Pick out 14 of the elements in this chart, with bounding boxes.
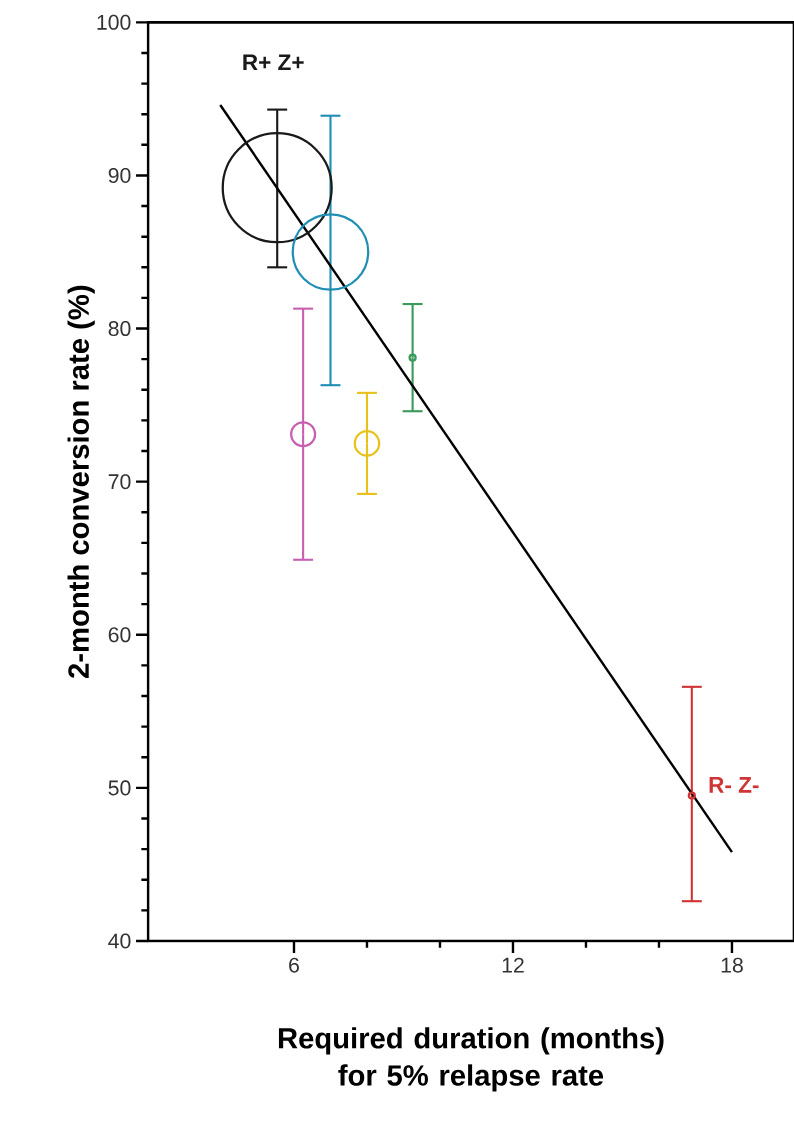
annotation: R+ Z+ <box>243 54 304 71</box>
x-tick-label: 6 <box>289 957 299 973</box>
x-axis-title: Required duration (months) for 5% relapse rate <box>278 1027 664 1092</box>
x-tick-label: 12 <box>502 957 524 973</box>
y-tick-label: 90 <box>108 167 131 183</box>
y-tick-label: 60 <box>108 627 131 643</box>
y-axis-title: 2-month conversion rate (%) <box>67 285 95 678</box>
y-tick-label: 50 <box>108 780 131 796</box>
annotation: R- Z- <box>709 777 759 793</box>
y-tick-label: 40 <box>108 933 131 949</box>
y-tick-label: 80 <box>108 321 131 337</box>
x-tick-label: 18 <box>721 957 743 973</box>
y-tick-label: 100 <box>97 14 131 30</box>
y-tick-label: 70 <box>108 474 131 490</box>
